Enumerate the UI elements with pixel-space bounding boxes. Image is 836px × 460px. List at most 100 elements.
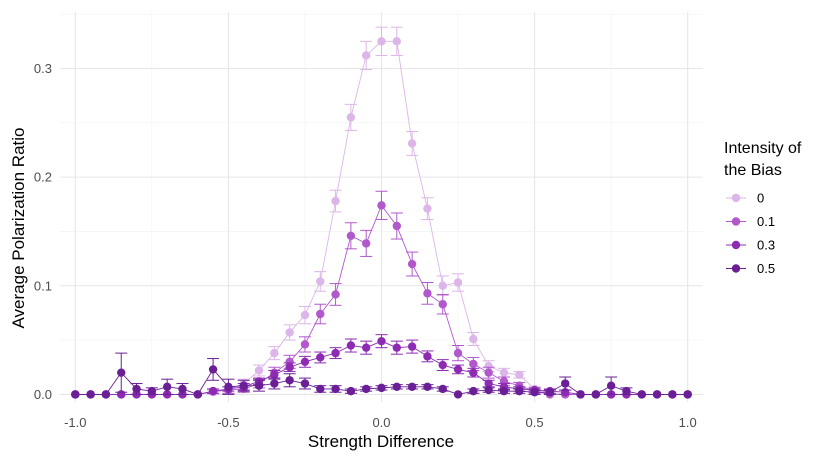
y-tick-label: 0.0 — [34, 387, 52, 402]
data-point — [392, 221, 402, 231]
data-point — [606, 381, 616, 390]
legend-title-line-2: the Bias — [724, 162, 782, 179]
x-tick-label: 0.5 — [526, 415, 544, 430]
data-point — [285, 363, 294, 372]
data-point — [499, 386, 509, 396]
data-point — [316, 309, 325, 319]
legend-item-0-3: 0.3 — [726, 238, 775, 253]
x-tick-label: 0.0 — [372, 415, 390, 430]
data-point — [484, 361, 493, 371]
y-axis-title: Average Polarization Ratio — [9, 128, 28, 329]
data-point — [331, 290, 340, 299]
data-point — [453, 278, 463, 287]
data-point — [346, 113, 356, 122]
data-point — [316, 277, 325, 286]
legend-key-point — [731, 264, 741, 273]
legend-item-0-1: 0.1 — [726, 214, 775, 229]
data-point — [208, 386, 218, 396]
data-point — [499, 368, 509, 377]
data-point — [423, 352, 432, 361]
data-point — [515, 386, 524, 396]
data-point — [86, 390, 95, 399]
data-point — [576, 390, 585, 399]
data-point — [453, 365, 463, 374]
data-point — [469, 386, 478, 396]
y-tick-label: 0.2 — [34, 170, 52, 185]
data-point — [331, 348, 340, 358]
data-point — [469, 359, 478, 369]
data-point — [453, 390, 463, 399]
legend-items: 0 0.1 0.3 0.5 — [726, 191, 775, 276]
y-axis-ticks: 0.0 0.1 0.2 0.3 — [34, 61, 52, 402]
data-point — [101, 390, 111, 399]
data-point — [361, 239, 371, 248]
legend-label: 0.1 — [757, 214, 775, 229]
data-point — [331, 196, 340, 206]
data-point — [178, 384, 187, 394]
legend-key-point — [731, 217, 741, 226]
data-point — [346, 231, 356, 240]
x-axis-title: Strength Difference — [308, 432, 454, 451]
x-tick-label: -1.0 — [64, 415, 86, 430]
data-point — [270, 348, 279, 358]
data-point — [147, 386, 157, 396]
data-point — [407, 139, 417, 148]
legend-key-point — [731, 193, 741, 203]
data-point — [545, 388, 555, 397]
data-point — [331, 384, 340, 394]
legend-item-0: 0 — [726, 191, 764, 206]
data-point — [484, 385, 493, 395]
data-point — [530, 388, 539, 397]
x-axis-ticks: -1.0 -0.5 0.0 0.5 1.0 — [64, 415, 697, 430]
data-point — [361, 51, 371, 60]
data-point — [254, 381, 264, 390]
y-tick-label: 0.3 — [34, 61, 52, 76]
data-point — [361, 384, 371, 394]
data-point — [591, 390, 601, 399]
data-point — [469, 334, 478, 344]
legend-label: 0.5 — [757, 261, 775, 276]
data-point — [361, 343, 371, 352]
data-point — [407, 342, 417, 351]
legend-item-0-5: 0.5 — [726, 261, 775, 276]
data-point — [622, 386, 631, 396]
data-point — [484, 379, 493, 388]
data-point — [162, 382, 172, 391]
data-point — [484, 368, 493, 377]
series-layer — [71, 26, 692, 399]
data-point — [270, 379, 279, 388]
data-point — [392, 343, 402, 352]
data-point — [453, 348, 463, 358]
data-point — [300, 379, 310, 388]
data-point — [392, 382, 402, 391]
data-point — [316, 353, 325, 362]
data-point — [668, 390, 677, 399]
data-point — [316, 384, 325, 394]
data-point — [117, 368, 126, 377]
data-point — [377, 201, 386, 210]
data-point — [300, 340, 310, 349]
data-point — [407, 382, 417, 391]
data-point — [438, 281, 447, 290]
data-point — [423, 204, 432, 213]
data-point — [637, 390, 646, 399]
data-point — [683, 390, 692, 399]
data-point — [132, 384, 141, 394]
legend-label: 0 — [757, 191, 764, 206]
x-tick-label: 1.0 — [679, 415, 697, 430]
data-point — [239, 381, 248, 390]
data-point — [224, 382, 233, 391]
data-point — [438, 300, 447, 309]
data-point — [71, 390, 80, 399]
data-point — [652, 390, 662, 399]
series-0-5 — [71, 352, 692, 399]
data-point — [438, 384, 447, 394]
legend-key-point — [731, 240, 741, 250]
data-point — [346, 386, 356, 396]
data-point — [438, 360, 447, 370]
legend-title-line-1: Intensity of — [724, 140, 802, 157]
legend: Intensity of the Bias 0 0.1 0.3 0.5 — [724, 140, 802, 276]
data-point — [300, 310, 310, 320]
data-point — [377, 383, 386, 393]
